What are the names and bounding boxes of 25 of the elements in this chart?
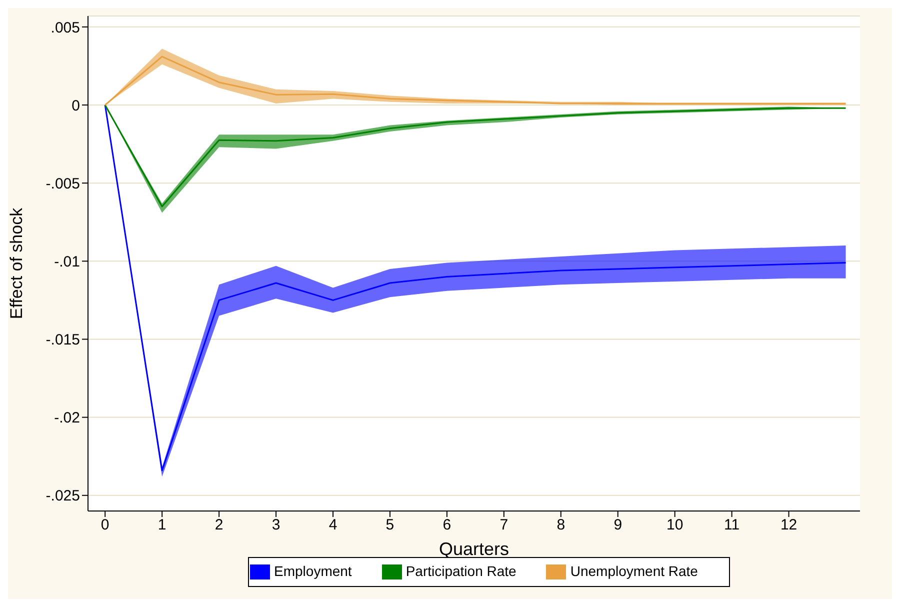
x-tick-label: 8: [556, 516, 566, 534]
x-tick-label: 9: [614, 516, 622, 534]
x-tick-label: 10: [666, 516, 684, 534]
legend-label: Participation Rate: [406, 562, 516, 579]
x-axis-title: Quarters: [438, 539, 510, 559]
x-tick-label: 7: [500, 516, 508, 534]
x-tick-label: 5: [386, 516, 394, 534]
y-tick-label: -.025: [46, 488, 80, 505]
y-tick-label: -.02: [54, 410, 80, 427]
x-tick-label: 11: [724, 516, 740, 534]
legend-label: Employment: [274, 562, 352, 579]
x-tick-label: 3: [272, 516, 280, 534]
y-tick-label: 0: [72, 97, 80, 114]
legend-label: Unemployment Rate: [570, 562, 698, 579]
x-tick-label: 6: [442, 516, 452, 534]
y-axis-title: Effect of shock: [7, 207, 26, 320]
y-tick-label: .005: [50, 19, 80, 36]
x-tick-label: 12: [780, 516, 798, 534]
y-tick-label: -.01: [54, 253, 80, 270]
x-tick-label: 0: [100, 516, 110, 534]
x-tick-label: 1: [158, 516, 166, 534]
y-tick-label: -.005: [46, 175, 80, 192]
y-tick-label: -.015: [46, 332, 80, 349]
x-tick-label: 2: [214, 516, 224, 534]
x-tick-label: 4: [328, 516, 338, 534]
